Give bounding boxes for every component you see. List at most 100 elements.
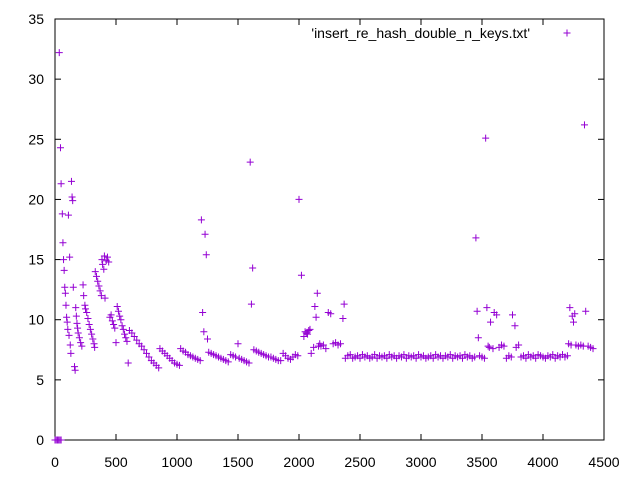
data-point — [96, 287, 104, 295]
data-point — [97, 292, 105, 300]
data-point — [62, 301, 70, 309]
data-point — [107, 311, 115, 319]
data-point — [202, 251, 210, 259]
y-tick-label: 20 — [28, 191, 44, 207]
data-point — [91, 268, 99, 276]
data-point — [483, 304, 491, 312]
data-point — [66, 253, 74, 261]
data-point — [81, 301, 89, 309]
data-point — [294, 352, 302, 360]
data-point — [515, 341, 523, 349]
y-tick-label: 5 — [36, 372, 44, 388]
x-tick-label: 4000 — [527, 454, 558, 470]
data-point — [75, 334, 83, 342]
data-point — [511, 322, 519, 330]
data-point — [482, 134, 490, 142]
data-point — [473, 307, 481, 315]
data-point — [138, 342, 146, 350]
data-point — [130, 333, 138, 341]
data-point — [64, 211, 72, 219]
data-point — [117, 316, 125, 324]
data-point — [108, 317, 116, 325]
data-point — [79, 281, 87, 289]
data-point — [327, 310, 335, 318]
x-tick-label: 4500 — [588, 454, 619, 470]
data-point — [582, 307, 590, 315]
y-tick-label: 35 — [28, 11, 44, 27]
data-point — [140, 346, 148, 354]
data-point — [300, 333, 308, 341]
data-point — [429, 354, 437, 362]
data-point — [84, 315, 92, 323]
data-point — [101, 294, 109, 302]
data-point — [74, 329, 82, 337]
data-point — [73, 319, 81, 327]
data-point — [74, 324, 82, 332]
data-point — [100, 265, 108, 273]
data-point — [60, 256, 68, 264]
data-point — [58, 210, 66, 218]
data-point — [412, 354, 420, 362]
data-point — [474, 334, 482, 342]
x-tick-label: 1500 — [222, 454, 253, 470]
data-point — [311, 302, 319, 310]
data-point — [580, 121, 588, 129]
data-point — [103, 253, 111, 261]
data-point — [471, 353, 479, 361]
data-point — [307, 349, 315, 357]
data-point — [500, 342, 508, 350]
data-point — [249, 264, 257, 272]
data-point — [484, 342, 492, 350]
data-point — [247, 300, 255, 308]
x-tick-label: 2000 — [283, 454, 314, 470]
data-point — [319, 341, 327, 349]
data-point — [61, 283, 69, 291]
data-point — [312, 313, 320, 321]
y-axis: 0 5 10 15 20 25 30 35 — [28, 11, 604, 448]
data-point — [509, 311, 516, 319]
data-point — [111, 324, 119, 332]
data-point — [155, 364, 163, 372]
y-tick-label: 25 — [28, 131, 44, 147]
legend: 'insert_re_hash_double_n_keys.txt' — [311, 25, 571, 41]
data-point — [485, 343, 493, 351]
x-tick-label: 500 — [104, 454, 128, 470]
data-point — [61, 289, 69, 297]
data-point — [112, 339, 120, 347]
data-point — [571, 310, 579, 318]
data-point — [197, 216, 205, 224]
data-point — [277, 357, 285, 365]
data-point — [199, 308, 207, 316]
x-tick-label: 3000 — [405, 454, 436, 470]
x-tick-label: 0 — [51, 454, 59, 470]
data-point — [234, 340, 242, 348]
data-point — [356, 354, 364, 362]
data-point — [493, 311, 501, 319]
data-point — [133, 336, 141, 344]
legend-marker-plus — [563, 29, 571, 37]
data-point — [86, 325, 94, 333]
data-point — [85, 321, 93, 329]
data-point — [196, 357, 204, 365]
data-point — [116, 312, 124, 320]
data-point — [57, 180, 65, 188]
data-point — [145, 353, 153, 361]
data-point — [306, 325, 314, 333]
data-point — [118, 322, 126, 330]
data-point — [563, 352, 571, 360]
data-point — [371, 351, 379, 359]
data-point — [310, 343, 318, 351]
data-point — [67, 349, 75, 357]
data-point — [56, 144, 64, 152]
data-point — [92, 272, 100, 280]
data-point — [313, 289, 321, 297]
data-point — [94, 277, 102, 285]
data-point — [224, 358, 232, 366]
data-point — [304, 330, 312, 338]
data-point — [305, 327, 313, 335]
data-point — [472, 234, 480, 242]
y-tick-label: 30 — [28, 71, 44, 87]
data-point — [489, 345, 497, 353]
data-point — [82, 305, 89, 313]
